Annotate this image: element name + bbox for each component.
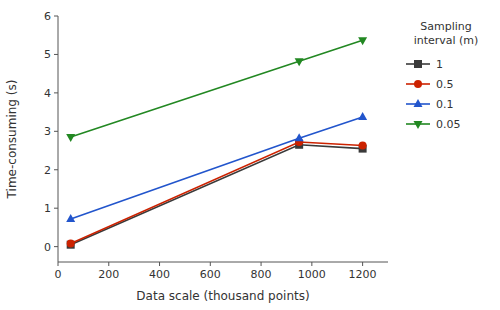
x-tick-label: 600 xyxy=(200,268,221,281)
x-tick xyxy=(108,262,109,266)
y-tick xyxy=(54,16,58,17)
x-tick-label: 1000 xyxy=(298,268,326,281)
point xyxy=(295,133,304,141)
x-tick-label: 1200 xyxy=(349,268,377,281)
x-tick-label: 800 xyxy=(251,268,272,281)
x-axis-label: Data scale (thousand points) xyxy=(136,289,309,303)
x-tick-label: 0 xyxy=(55,268,62,281)
legend-title-line: interval (m) xyxy=(414,34,479,47)
series-line xyxy=(71,117,363,219)
series-line xyxy=(71,145,363,245)
y-tick-label: 6 xyxy=(44,10,51,23)
y-tick-label: 3 xyxy=(44,125,51,138)
y-tick xyxy=(54,169,58,170)
point xyxy=(359,142,367,150)
y-tick-label: 5 xyxy=(44,48,51,61)
point xyxy=(358,37,367,45)
x-tick xyxy=(362,262,363,266)
y-tick xyxy=(54,54,58,55)
y-tick xyxy=(54,246,58,247)
point xyxy=(67,240,75,248)
x-tick-label: 400 xyxy=(149,268,170,281)
plot-area xyxy=(66,37,367,248)
legend-label: 0.5 xyxy=(436,78,454,91)
y-axis-line xyxy=(58,16,59,262)
x-tick xyxy=(159,262,160,266)
legend-label: 1 xyxy=(436,58,443,71)
series-line xyxy=(71,40,363,137)
y-tick-label: 4 xyxy=(44,87,51,100)
chart: 0 200 400 600 800 1000 1200 0 1 2 3 4 5 6 Data scale (… xyxy=(0,0,500,310)
y-tick xyxy=(54,208,58,209)
x-axis-line xyxy=(58,262,388,263)
point xyxy=(295,58,304,66)
point xyxy=(66,134,75,142)
point xyxy=(358,112,367,120)
legend-label: 0.05 xyxy=(436,118,461,131)
x-tick xyxy=(58,262,59,266)
x-tick-label: 200 xyxy=(98,268,119,281)
y-tick-label: 0 xyxy=(44,241,51,254)
y-tick-label: 1 xyxy=(44,202,51,215)
legend: Samplinginterval (m) 1 0.5 0.1 0.05 xyxy=(406,20,478,131)
y-tick xyxy=(54,131,58,132)
y-axis-label: Time-consuming (s) xyxy=(5,80,19,200)
x-tick xyxy=(210,262,211,266)
legend-marker xyxy=(414,60,422,68)
x-tick xyxy=(311,262,312,266)
y-tick-label: 2 xyxy=(44,164,51,177)
legend-marker xyxy=(414,99,423,107)
legend-marker xyxy=(414,121,423,129)
x-tick xyxy=(261,262,262,266)
legend-marker xyxy=(414,80,422,88)
point xyxy=(66,214,75,222)
series-line xyxy=(71,142,363,243)
legend-title-line: Sampling xyxy=(420,20,472,33)
legend-title: Samplinginterval (m) xyxy=(414,20,479,47)
legend-label: 0.1 xyxy=(436,98,454,111)
y-tick xyxy=(54,92,58,93)
